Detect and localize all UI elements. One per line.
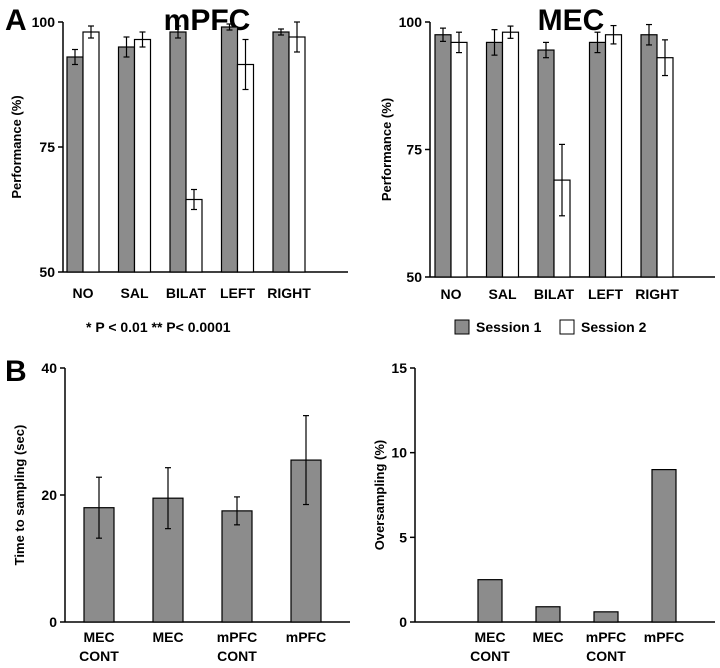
category-label: RIGHT xyxy=(635,286,679,302)
bar-sal-session-2 xyxy=(501,31,520,278)
panel-label-b: B xyxy=(5,355,27,388)
bar-left-session-1 xyxy=(220,26,239,273)
significance-note: * P < 0.01 ** P< 0.0001 xyxy=(86,319,231,335)
bar-right-session-1 xyxy=(640,34,658,278)
category-label: mPFC xyxy=(586,629,626,645)
category-label: CONT xyxy=(79,648,119,664)
y-axis-label: Time to sampling (sec) xyxy=(12,425,27,566)
y-tick-label: 50 xyxy=(406,269,422,285)
y-tick-label: 75 xyxy=(406,142,422,158)
legend-swatch-session-2 xyxy=(559,319,575,335)
category-label: BILAT xyxy=(534,286,575,302)
y-axis-label: Performance (%) xyxy=(9,95,24,198)
bar-no-session-1 xyxy=(66,56,84,273)
bar-no-session-2 xyxy=(450,41,468,278)
y-tick-label: 0 xyxy=(49,614,57,630)
y-tick-label: 20 xyxy=(41,487,57,503)
bar-mpfc-time-to-sampling xyxy=(290,459,322,623)
legend-swatch-session-1 xyxy=(454,319,470,335)
category-label: BILAT xyxy=(166,285,207,301)
category-label: mPFC xyxy=(286,629,326,645)
category-label: CONT xyxy=(470,648,510,664)
bar-bilat-session-1 xyxy=(169,31,187,273)
category-label: MEC xyxy=(532,629,563,645)
bar-mpfc-cont-time-to-sampling xyxy=(221,510,253,623)
category-label: SAL xyxy=(121,285,149,301)
category-label: CONT xyxy=(586,648,626,664)
y-axis-label: Oversampling (%) xyxy=(372,440,387,551)
legend-label-session-2: Session 2 xyxy=(581,319,647,335)
bar-no-session-1 xyxy=(434,34,452,278)
category-label: mPFC xyxy=(217,629,257,645)
y-tick-label: 40 xyxy=(41,360,57,376)
category-label: MEC xyxy=(474,629,505,645)
bar-right-session-1 xyxy=(272,31,290,273)
category-label: mPFC xyxy=(644,629,684,645)
bar-no-session-2 xyxy=(82,31,100,273)
y-tick-label: 10 xyxy=(391,445,407,461)
bar-left-session-1 xyxy=(588,41,607,278)
legend-label-session-1: Session 1 xyxy=(476,319,542,335)
category-label: CONT xyxy=(217,648,257,664)
chart-oversampling: 0 5 10 15 Oversampling (%) MEC CONT MEC mPFC CONT… xyxy=(372,360,715,664)
bar-right-session-2 xyxy=(288,36,306,273)
bar-mec-cont-oversampling xyxy=(477,579,503,623)
chart-title: MEC xyxy=(538,4,605,37)
category-label: LEFT xyxy=(588,286,623,302)
bar-bilat-session-1 xyxy=(537,49,555,278)
legend: Session 1 Session 2 xyxy=(454,319,647,335)
category-label: LEFT xyxy=(220,285,255,301)
bar-right-session-2 xyxy=(656,57,674,278)
category-label: MEC xyxy=(83,629,114,645)
bar-left-session-2 xyxy=(236,63,255,273)
category-label: SAL xyxy=(489,286,517,302)
category-label: RIGHT xyxy=(267,285,311,301)
y-axis-label: Performance (%) xyxy=(379,98,394,201)
y-tick-label: 100 xyxy=(399,14,423,30)
y-tick-label: 100 xyxy=(32,14,56,30)
bar-bilat-session-2 xyxy=(185,198,203,273)
bar-mpfc-cont-oversampling xyxy=(593,611,619,623)
y-tick-label: 75 xyxy=(39,139,55,155)
bar-sal-session-1 xyxy=(117,46,136,273)
bar-left-session-2 xyxy=(604,34,623,278)
bar-sal-session-1 xyxy=(485,41,504,278)
chart-mec: 50 75 100 MEC Performance (%) NO SAL BILAT LEFT R… xyxy=(379,4,715,302)
category-label: NO xyxy=(441,286,462,302)
bar-sal-session-2 xyxy=(133,38,152,273)
category-label: NO xyxy=(73,285,94,301)
y-tick-label: 50 xyxy=(39,264,55,280)
bar-mec-oversampling xyxy=(535,606,561,623)
y-tick-label: 0 xyxy=(399,614,407,630)
chart-time-to-sampling: 0 20 40 Time to sampling (sec) MEC CONT MEC mPF… xyxy=(12,360,350,664)
panel-label-a: A xyxy=(5,4,27,37)
y-tick-label: 15 xyxy=(391,360,407,376)
y-tick-label: 5 xyxy=(399,529,407,545)
bar-mpfc-oversampling xyxy=(651,469,677,623)
category-label: MEC xyxy=(152,629,183,645)
